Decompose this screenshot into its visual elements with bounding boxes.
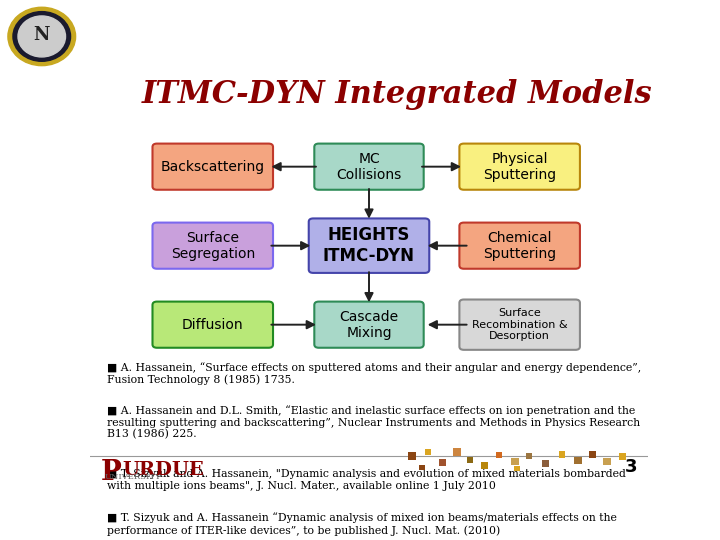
Text: Physical
Sputtering: Physical Sputtering [483,152,557,182]
Text: URDUE: URDUE [122,461,204,479]
Text: MC
Collisions: MC Collisions [336,152,402,182]
FancyBboxPatch shape [459,144,580,190]
FancyBboxPatch shape [153,144,273,190]
Bar [514,466,520,471]
FancyBboxPatch shape [153,302,273,348]
Bar [453,448,461,456]
FancyBboxPatch shape [315,302,423,348]
Text: Diffusion: Diffusion [182,318,243,332]
Bar [511,458,518,465]
Bar [467,457,473,463]
Text: ■ A. Hassanein and D.L. Smith, “Elastic and inelastic surface effects on ion pen: ■ A. Hassanein and D.L. Smith, “Elastic … [107,406,640,440]
FancyBboxPatch shape [315,144,423,190]
Text: HEIGHTS
ITMC-DYN: HEIGHTS ITMC-DYN [323,226,415,265]
Bar [590,451,596,458]
Bar [542,460,549,467]
Text: ITMC-DYN Integrated Models: ITMC-DYN Integrated Models [142,79,652,110]
Text: 3: 3 [624,457,637,476]
Text: Cascade
Mixing: Cascade Mixing [339,309,399,340]
Text: Surface
Segregation: Surface Segregation [171,231,255,261]
Bar [425,449,431,455]
FancyBboxPatch shape [153,222,273,269]
Bar [419,465,425,470]
Bar [481,462,488,469]
Text: ■ T. Sizyuk and A. Hassanein “Dynamic analysis of mixed ion beams/materials effe: ■ T. Sizyuk and A. Hassanein “Dynamic an… [107,512,616,536]
Bar [438,459,446,466]
Text: ■ A. Hassanein, “Surface effects on sputtered atoms and their angular and energy: ■ A. Hassanein, “Surface effects on sput… [107,362,641,385]
Bar [526,453,533,459]
Bar [603,458,611,465]
Text: N: N [34,26,50,44]
Bar [408,452,416,460]
Text: Surface
Recombination &
Desorption: Surface Recombination & Desorption [472,308,567,341]
FancyBboxPatch shape [459,222,580,269]
Circle shape [8,7,76,66]
Bar [619,453,626,460]
Bar [559,451,565,458]
FancyBboxPatch shape [309,219,429,273]
Text: Chemical
Sputtering: Chemical Sputtering [483,231,557,261]
Bar [575,457,582,464]
Text: P: P [101,458,122,485]
Text: UNIVERSITY: UNIVERSITY [104,473,161,481]
Bar [496,452,503,458]
Text: Backscattering: Backscattering [161,160,265,174]
Circle shape [18,16,66,57]
FancyBboxPatch shape [459,300,580,350]
Text: ■ T. Sizyuk and A. Hassanein, "Dynamic analysis and evolution of mixed materials: ■ T. Sizyuk and A. Hassanein, "Dynamic a… [107,469,626,491]
Circle shape [13,11,71,62]
